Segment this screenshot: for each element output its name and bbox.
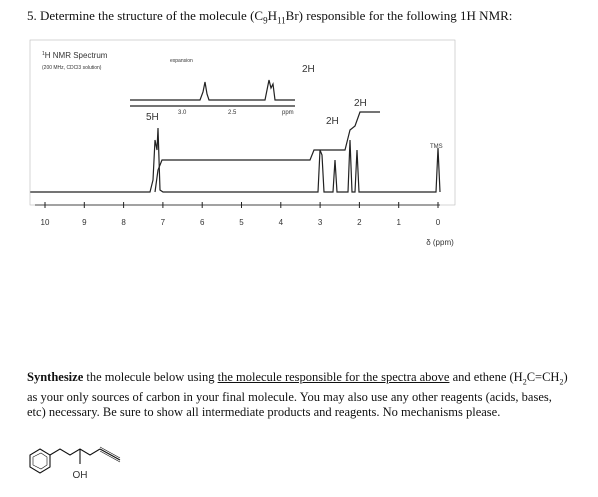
- q-text: Br) responsible for the following 1H NMR…: [285, 8, 513, 23]
- spectrum-line: [30, 127, 441, 193]
- task-sub: 2: [559, 377, 564, 387]
- expansion-label: expansion: [170, 58, 193, 64]
- q-text: H: [267, 8, 277, 23]
- axis-label: 9: [82, 218, 87, 227]
- tms-label: TMS: [430, 144, 443, 150]
- q-text: Determine the structure of the molecule …: [40, 8, 264, 23]
- frame: [29, 39, 456, 206]
- task-text: ) as your only sources of carbon in your…: [27, 370, 568, 419]
- inset-line: [130, 79, 295, 101]
- axis-label: 6: [200, 218, 205, 227]
- axis-label: 8: [121, 218, 126, 227]
- q-sub: 9: [263, 15, 268, 26]
- integration-label: 2H: [326, 116, 339, 127]
- spec-title: 1H NMR Spectrum: [42, 51, 108, 60]
- inset-tick: ppm: [282, 110, 294, 116]
- task-underline: the molecule responsible for the spectra…: [217, 370, 450, 384]
- q-number: 5.: [27, 8, 37, 23]
- axis-label: 5: [239, 218, 244, 227]
- axis-label: 2: [357, 218, 362, 227]
- integration-label: 2H: [302, 64, 315, 75]
- inset-tick: 2.5: [228, 110, 237, 116]
- task-text: the molecule below using: [83, 370, 218, 384]
- molecule: [29, 446, 121, 474]
- task-text: C=CH: [526, 370, 560, 384]
- oh-label: OH: [73, 470, 88, 481]
- spec-conditions: (200 MHz, CDCl3 solution): [42, 65, 102, 71]
- axis-label: 1: [396, 218, 401, 227]
- inset-tick: 3.0: [178, 110, 187, 116]
- axis-label: 10: [41, 218, 50, 227]
- question: 5. Determine the structure of the molecu…: [27, 8, 512, 26]
- integration-label: 5H: [146, 112, 159, 123]
- axis-label: 0: [436, 218, 441, 227]
- integration: [154, 111, 380, 193]
- task-bold: Synthesize: [27, 370, 84, 384]
- axis-title: δ (ppm): [426, 238, 454, 247]
- integration-label: 2H: [354, 98, 367, 109]
- task-text: and ethene (H: [449, 370, 523, 384]
- axis-label: 4: [279, 218, 284, 227]
- axis-label: 7: [161, 218, 166, 227]
- task: Synthesize the molecule below using the …: [27, 370, 572, 420]
- axis-label: 3: [318, 218, 323, 227]
- q-sub: 11: [276, 15, 286, 26]
- task-sub: 2: [522, 377, 527, 387]
